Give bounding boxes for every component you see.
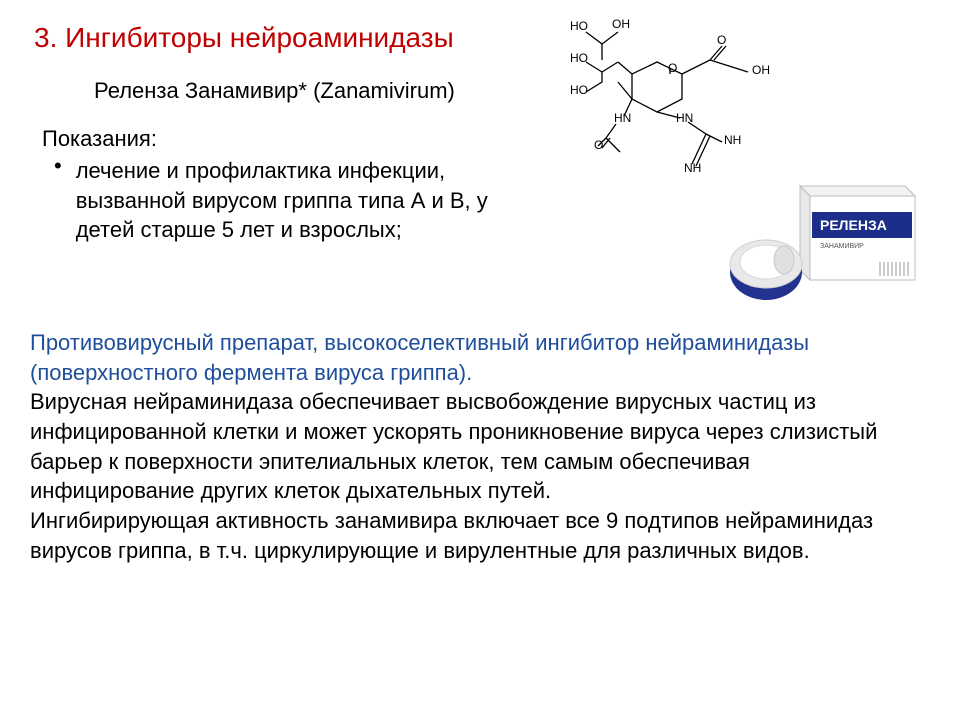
bullet-icon: • bbox=[54, 156, 62, 176]
chem-label: HO bbox=[570, 51, 588, 65]
product-package: РЕЛЕНЗА ЗАНАМИВИР bbox=[720, 176, 920, 311]
chem-label: HO bbox=[570, 19, 588, 33]
chem-label: HN bbox=[614, 111, 631, 125]
chem-label: HO bbox=[570, 83, 588, 97]
chem-label: OH bbox=[612, 17, 630, 31]
chemical-structure-diagram: HO OH HO HO O OH O HN HN O NH NH bbox=[562, 14, 772, 189]
svg-text:ЗАНАМИВИР: ЗАНАМИВИР bbox=[820, 243, 864, 250]
description-activity: Ингибирирующая активность занамивира вкл… bbox=[30, 508, 873, 563]
inhaler-device-icon bbox=[730, 240, 802, 300]
description-block: Противовирусный препарат, высокоселектив… bbox=[30, 328, 920, 566]
page-title: 3. Ингибиторы нейроаминидазы bbox=[34, 22, 930, 54]
indications-item: • лечение и профилактика инфекции, вызва… bbox=[42, 156, 542, 245]
indications-block: Показания: • лечение и профилактика инфе… bbox=[42, 126, 542, 245]
description-intro: Противовирусный препарат, высокоселектив… bbox=[30, 330, 809, 385]
chem-label: NH bbox=[724, 133, 741, 147]
chem-label: O bbox=[717, 33, 726, 47]
description-mechanism: Вирусная нейраминидаза обеспечивает высв… bbox=[30, 389, 877, 503]
drug-subtitle: Реленза Занамивир* (Zanamivirum) bbox=[94, 78, 930, 104]
medicine-box-icon: РЕЛЕНЗА ЗАНАМИВИР bbox=[800, 186, 915, 280]
chem-label: OH bbox=[752, 63, 770, 77]
brand-label: РЕЛЕНЗА bbox=[820, 217, 887, 233]
slide: 3. Ингибиторы нейроаминидазы Реленза Зан… bbox=[0, 0, 960, 720]
indications-label: Показания: bbox=[42, 126, 542, 152]
indications-text: лечение и профилактика инфекции, вызванн… bbox=[76, 156, 542, 245]
